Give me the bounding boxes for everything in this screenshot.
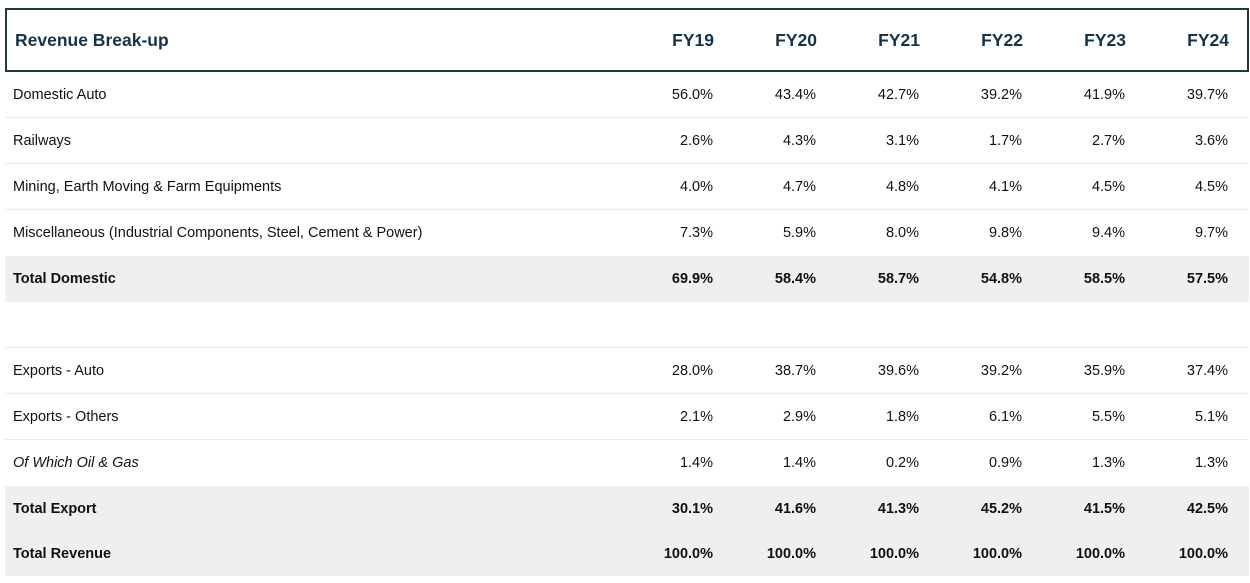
row-value: 4.3% (782, 132, 816, 149)
row-value: 2.7% (1091, 132, 1125, 149)
row-value: 4.0% (679, 178, 713, 195)
row-value: 9.4% (1091, 225, 1125, 241)
row-value: 4.7% (782, 178, 816, 195)
table-row-total-domestic: Total Domestic 69.9% 58.4% 58.7% 54.8% 5… (5, 256, 1249, 302)
table-row-domestic-auto: Domestic Auto 56.0% 43.4% 42.7% 39.2% 41… (5, 72, 1249, 118)
row-value: 41.9% (1083, 86, 1125, 103)
row-value: 69.9% (671, 271, 713, 287)
row-value: 4.5% (1194, 178, 1228, 195)
row-value: 1.7% (988, 132, 1022, 149)
row-value: 100.0% (869, 546, 919, 562)
row-label: Exports - Others (13, 408, 119, 425)
table-row-total-revenue: Total Revenue 100.0% 100.0% 100.0% 100.0… (5, 532, 1249, 576)
row-value: 39.7% (1186, 86, 1228, 103)
year-header-fy20: FY20 (775, 29, 817, 50)
year-header-fy22: FY22 (981, 29, 1023, 50)
row-value: 4.1% (988, 178, 1022, 195)
row-value: 9.8% (988, 225, 1022, 241)
row-value: 56.0% (671, 86, 713, 103)
row-value: 1.8% (885, 408, 919, 425)
row-label: Total Export (13, 501, 97, 517)
row-label: Domestic Auto (13, 86, 107, 103)
year-header-fy21: FY21 (878, 29, 920, 50)
table-title: Revenue Break-up (15, 29, 169, 50)
row-value: 6.1% (988, 408, 1022, 425)
row-value: 58.7% (877, 271, 919, 287)
row-value: 5.5% (1091, 408, 1125, 425)
row-label: Railways (13, 132, 72, 149)
row-value: 30.1% (671, 501, 713, 517)
row-value: 4.5% (1091, 178, 1125, 195)
table-row-railways: Railways 2.6% 4.3% 3.1% 1.7% 2.7% 3.6% (5, 118, 1249, 164)
row-value: 8.0% (885, 225, 919, 241)
row-value: 100.0% (1075, 546, 1125, 562)
row-value: 0.9% (988, 455, 1022, 471)
table-row-exports-auto: Exports - Auto 28.0% 38.7% 39.6% 39.2% 3… (5, 348, 1249, 394)
row-value: 58.4% (774, 271, 816, 287)
row-label: Exports - Auto (13, 362, 105, 379)
row-value: 100.0% (766, 546, 816, 562)
table-row-total-export: Total Export 30.1% 41.6% 41.3% 45.2% 41.… (5, 486, 1249, 532)
row-label: Total Domestic (13, 271, 116, 287)
row-value: 42.5% (1186, 501, 1228, 517)
row-value: 41.3% (877, 501, 919, 517)
year-header-fy24: FY24 (1187, 29, 1229, 50)
row-label: Of Which Oil & Gas (13, 455, 139, 471)
row-value: 5.9% (782, 225, 816, 241)
year-header-fy19: FY19 (672, 29, 714, 50)
row-value: 3.6% (1194, 132, 1228, 149)
row-value: 58.5% (1083, 271, 1125, 287)
row-value: 100.0% (972, 546, 1022, 562)
row-value: 35.9% (1083, 362, 1125, 379)
row-value: 41.6% (774, 501, 816, 517)
row-value: 28.0% (671, 362, 713, 379)
table-row-miscellaneous: Miscellaneous (Industrial Components, St… (5, 210, 1249, 256)
row-value: 1.3% (1194, 455, 1228, 471)
row-value: 5.1% (1194, 408, 1228, 425)
row-label: Total Revenue (13, 546, 112, 562)
row-value: 4.8% (885, 178, 919, 195)
spacer-row (5, 302, 1249, 348)
row-value: 1.4% (782, 455, 816, 471)
row-value: 39.2% (980, 86, 1022, 103)
year-header-fy23: FY23 (1084, 29, 1126, 50)
row-value: 38.7% (774, 362, 816, 379)
row-value: 37.4% (1186, 362, 1228, 379)
row-label: Mining, Earth Moving & Farm Equipments (13, 178, 282, 195)
row-value: 1.4% (679, 455, 713, 471)
row-value: 0.2% (885, 455, 919, 471)
row-value: 57.5% (1186, 271, 1228, 287)
row-value: 54.8% (980, 271, 1022, 287)
table-row-exports-others: Exports - Others 2.1% 2.9% 1.8% 6.1% 5.5… (5, 394, 1249, 440)
table-header: Revenue Break-up FY19 FY20 FY21 FY22 FY2… (5, 8, 1249, 72)
row-value: 9.7% (1194, 225, 1228, 241)
table-row-mining: Mining, Earth Moving & Farm Equipments 4… (5, 164, 1249, 210)
row-value: 100.0% (1178, 546, 1228, 562)
row-value: 45.2% (980, 501, 1022, 517)
row-value: 3.1% (885, 132, 919, 149)
row-value: 2.9% (782, 408, 816, 425)
row-value: 43.4% (774, 86, 816, 103)
row-value: 7.3% (679, 225, 713, 241)
row-value: 1.3% (1091, 455, 1125, 471)
row-value: 42.7% (877, 86, 919, 103)
row-value: 2.6% (679, 132, 713, 149)
table-row-oil-gas: Of Which Oil & Gas 1.4% 1.4% 0.2% 0.9% 1… (5, 440, 1249, 486)
row-value: 41.5% (1083, 501, 1125, 517)
revenue-breakup-table: Revenue Break-up FY19 FY20 FY21 FY22 FY2… (5, 8, 1249, 576)
row-value: 39.6% (877, 362, 919, 379)
row-value: 39.2% (980, 362, 1022, 379)
row-label: Miscellaneous (Industrial Components, St… (13, 225, 423, 241)
row-value: 2.1% (679, 408, 713, 425)
row-value: 100.0% (663, 546, 713, 562)
